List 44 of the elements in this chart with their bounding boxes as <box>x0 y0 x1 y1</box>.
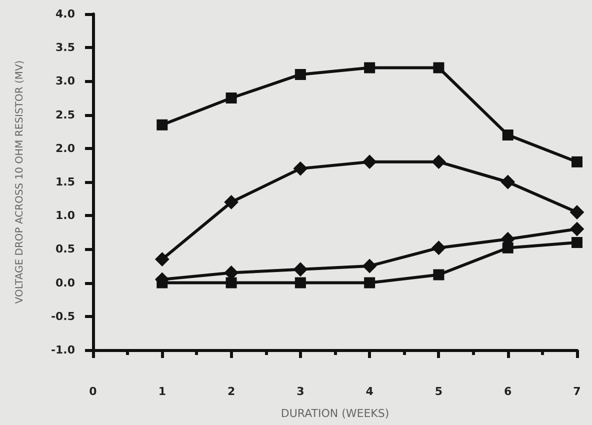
y-tick-label: -1.0 <box>50 344 76 356</box>
point <box>226 92 237 104</box>
x-tick-label: 1 <box>158 385 166 398</box>
x-tick-label: 4 <box>366 385 374 398</box>
x-tick-label: 5 <box>434 385 443 398</box>
point <box>432 154 446 169</box>
point <box>362 259 377 273</box>
y-tick-label: 4.0 <box>56 8 76 20</box>
point <box>293 162 308 176</box>
y-tick-label: 3.0 <box>56 74 76 88</box>
point <box>570 222 584 236</box>
y-tick-label: 2.5 <box>56 108 75 122</box>
point <box>362 154 377 169</box>
point <box>432 240 446 255</box>
point <box>500 175 515 189</box>
point <box>224 195 238 210</box>
point <box>226 277 237 288</box>
y-tick-label: 3.5 <box>56 41 75 54</box>
x-tick-label: 0 <box>89 385 98 398</box>
point <box>293 262 308 276</box>
y-tick-label: 0.5 <box>56 242 75 256</box>
x-tick-label: 2 <box>227 385 236 398</box>
point <box>155 252 170 266</box>
y-tick-label: 1.5 <box>56 176 75 188</box>
point <box>433 62 444 74</box>
y-tick-label: -0.5 <box>50 310 75 323</box>
point <box>572 156 582 168</box>
y-tick-label: 2.0 <box>56 142 76 155</box>
point <box>156 119 168 130</box>
point <box>570 205 584 220</box>
x-axis-title: DURATION (WEEKS) <box>280 407 390 420</box>
y-tick-label: 0.0 <box>56 276 76 290</box>
x-tick-label: 6 <box>504 385 512 398</box>
x-tick-label: 3 <box>296 385 304 398</box>
y-axis-title: VOLTAGE DROP ACROSS 10 OHM RESISTOR (MV) <box>14 60 26 304</box>
x-tick-label: 7 <box>573 385 581 398</box>
point <box>502 129 514 140</box>
point <box>364 277 376 288</box>
point <box>364 62 376 74</box>
point <box>294 68 306 80</box>
y-tick-label: 1.0 <box>56 209 76 222</box>
point <box>294 277 306 288</box>
point <box>572 236 582 248</box>
point <box>433 269 444 280</box>
